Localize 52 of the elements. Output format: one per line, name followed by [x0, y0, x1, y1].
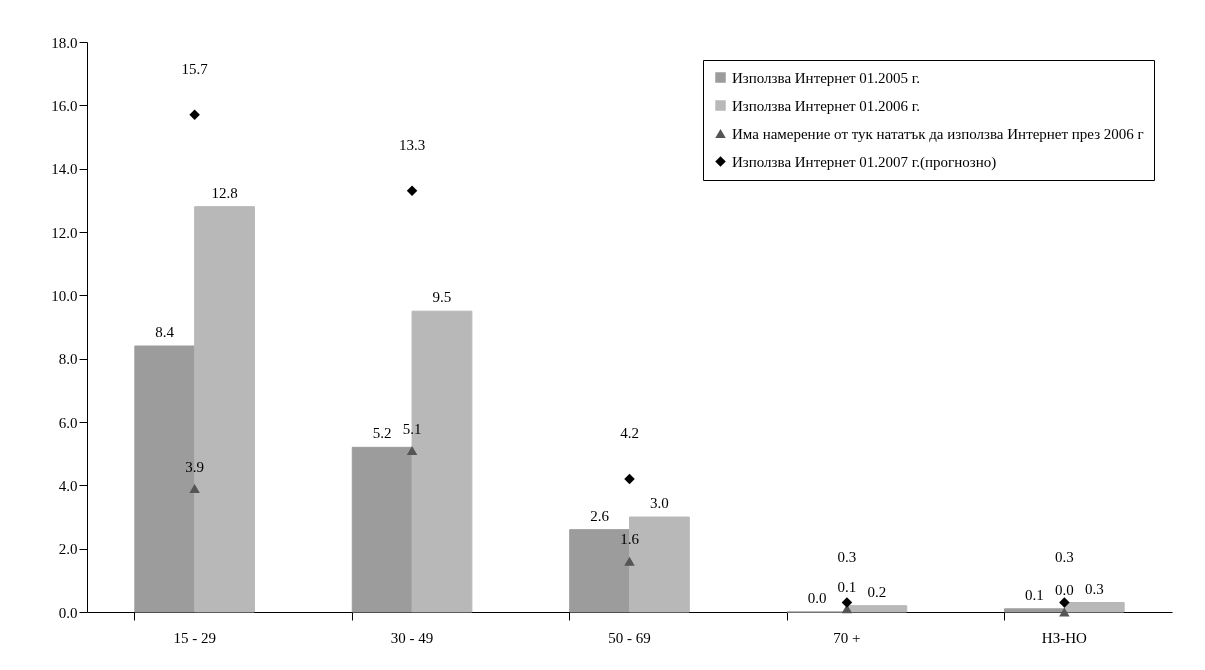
- data-label: 0.2: [867, 583, 887, 600]
- y-tick-label: 12.0: [51, 224, 78, 241]
- y-tick-label: 8.0: [58, 351, 78, 368]
- x-tick-label: 50 - 69: [608, 629, 651, 646]
- data-label: 3.0: [650, 495, 669, 511]
- data-label: 13.3: [398, 136, 426, 153]
- y-tick-label: 18.0: [51, 34, 78, 51]
- bar: [1063, 602, 1125, 613]
- data-label: 0.3: [1054, 548, 1074, 565]
- point: [406, 185, 418, 197]
- legend-label: Използва Интернет 01.2007 г.(прогнозно): [732, 153, 997, 171]
- data-label: 0.0: [1054, 582, 1074, 598]
- data-label: 3.9: [185, 458, 205, 475]
- y-tick-label: 10.0: [51, 287, 78, 304]
- y-tick-label: 14.0: [51, 161, 78, 178]
- data-label: 15.7: [181, 60, 209, 77]
- data-label: 5.1: [402, 420, 422, 437]
- data-label: 4.2: [620, 425, 639, 441]
- data-label: 12.8: [211, 184, 238, 201]
- bar: [1004, 608, 1065, 613]
- legend-label: Използва Интернет 01.2006 г.: [732, 97, 921, 114]
- y-tick-label: 2.0: [58, 541, 78, 558]
- point: [841, 597, 853, 608]
- point: [624, 556, 635, 566]
- y-tick-label: 6.0: [58, 414, 78, 431]
- point: [189, 109, 200, 121]
- data-label: 0.1: [837, 578, 857, 595]
- data-label: 0.3: [837, 548, 857, 565]
- data-label: 8.4: [155, 324, 175, 340]
- point: [189, 483, 200, 494]
- point: [1059, 597, 1070, 608]
- x-tick-label: 70 +: [833, 629, 861, 646]
- bar: [351, 446, 413, 613]
- point: [406, 445, 418, 456]
- data-label: 0.3: [1084, 580, 1104, 597]
- legend-label: Има намерение от тук нататък да използва Интернет през 2006 г: [732, 125, 1144, 142]
- x-tick-label: 30 - 49: [390, 629, 434, 646]
- y-tick-label: 16.0: [51, 97, 78, 114]
- data-label: 1.6: [620, 531, 640, 548]
- data-label: 5.2: [372, 425, 392, 442]
- point: [624, 473, 635, 485]
- x-tick-label: НЗ-НО: [1041, 629, 1088, 646]
- bar: [846, 605, 908, 613]
- point: [1059, 607, 1070, 617]
- legend-label: Използва Интернет 01.2005 г.: [732, 69, 921, 86]
- y-tick-label: 4.0: [58, 477, 78, 494]
- data-label: 0.0: [807, 590, 827, 606]
- x-tick-label: 15 - 29: [173, 629, 216, 646]
- data-label: 2.6: [590, 507, 610, 524]
- data-label: 0.1: [1025, 586, 1044, 603]
- y-tick-label: 0.0: [58, 604, 78, 621]
- data-label: 9.5: [432, 289, 452, 306]
